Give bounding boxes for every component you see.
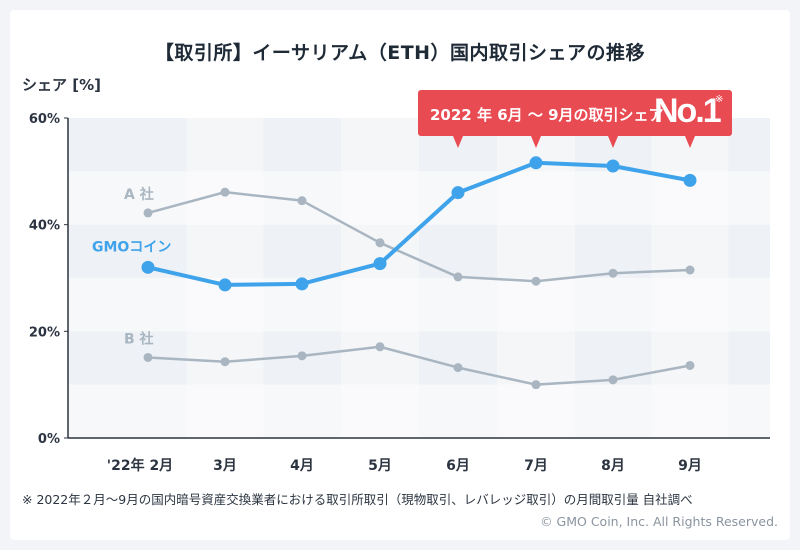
background-band bbox=[68, 278, 770, 332]
background-bands bbox=[68, 118, 770, 438]
data-point bbox=[608, 268, 618, 278]
x-tick-label: 4月 bbox=[290, 458, 314, 474]
data-point bbox=[375, 342, 385, 352]
x-tick-label: '22年 2月 bbox=[107, 457, 173, 474]
callout-arrow bbox=[453, 136, 463, 148]
data-point bbox=[608, 375, 618, 385]
series-label: A 社 bbox=[124, 186, 154, 203]
y-tick-label: 0% bbox=[38, 432, 60, 447]
data-point bbox=[531, 380, 541, 390]
chart-title: 【取引所】イーサリアム（ETH）国内取引シェアの推移 bbox=[154, 42, 646, 64]
callout-arrow bbox=[531, 136, 541, 148]
data-point bbox=[220, 357, 230, 367]
grid-column bbox=[651, 118, 729, 438]
y-tick-label: 20% bbox=[29, 325, 60, 340]
x-tick-label: 5月 bbox=[368, 458, 392, 474]
data-point bbox=[453, 363, 463, 373]
copyright: © GMO Coin, Inc. All Rights Reserved. bbox=[540, 514, 778, 529]
y-tick-label: 40% bbox=[29, 219, 60, 234]
data-point bbox=[297, 196, 307, 206]
data-point bbox=[606, 159, 620, 173]
background-band bbox=[68, 224, 770, 278]
data-point bbox=[685, 265, 695, 275]
background-band bbox=[68, 171, 770, 225]
data-point bbox=[141, 260, 155, 274]
series-labels: A 社 GMOコイン B 社 bbox=[92, 186, 171, 348]
x-tick-label: 9月 bbox=[678, 458, 702, 474]
data-point bbox=[295, 277, 309, 291]
callout-arrow bbox=[608, 136, 618, 148]
x-tick-label: 7月 bbox=[524, 458, 548, 474]
data-point bbox=[143, 208, 153, 218]
share-callout: 2022 年 6月 ～ 9月の取引シェア No.1 ※ bbox=[418, 90, 732, 136]
data-point bbox=[373, 257, 387, 271]
y-axis-unit-label: シェア [%] bbox=[22, 76, 101, 94]
data-point bbox=[683, 173, 697, 187]
data-point bbox=[685, 360, 695, 370]
data-point bbox=[220, 187, 230, 197]
callout-arrows bbox=[453, 136, 695, 148]
data-point bbox=[375, 238, 385, 248]
data-point bbox=[218, 278, 232, 292]
series-line bbox=[146, 160, 692, 287]
series-label: B 社 bbox=[124, 330, 154, 347]
series-lines bbox=[141, 156, 697, 390]
series-label: GMOコイン bbox=[92, 239, 171, 255]
x-ticks: '22年 2月 3月 4月 5月 6月 7月 8月 9月 bbox=[107, 457, 702, 474]
data-point bbox=[143, 352, 153, 362]
series-line bbox=[146, 190, 692, 283]
callout-arrow bbox=[685, 136, 695, 148]
x-tick-label: 8月 bbox=[601, 458, 625, 474]
series-line bbox=[146, 345, 692, 386]
data-point bbox=[529, 156, 543, 170]
callout-rank: No.1 bbox=[654, 92, 722, 130]
data-point bbox=[297, 351, 307, 361]
background-band bbox=[68, 384, 770, 438]
callout-note-mark: ※ bbox=[715, 94, 724, 105]
y-tick-label: 60% bbox=[29, 112, 60, 127]
callout-text: 2022 年 6月 ～ 9月の取引シェア bbox=[430, 106, 664, 124]
axes bbox=[67, 118, 770, 439]
x-tick-label: 6月 bbox=[446, 458, 470, 474]
data-point bbox=[451, 186, 465, 200]
x-tick-label: 3月 bbox=[213, 458, 237, 474]
data-point bbox=[531, 276, 541, 286]
grid-column bbox=[341, 118, 419, 438]
data-point bbox=[453, 272, 463, 282]
footnote: ※ 2022年２月～9月の国内暗号資産交換業者における取引所取引（現物取引、レバ… bbox=[22, 492, 693, 507]
y-ticks: 0% 20% 40% 60% bbox=[29, 112, 68, 447]
